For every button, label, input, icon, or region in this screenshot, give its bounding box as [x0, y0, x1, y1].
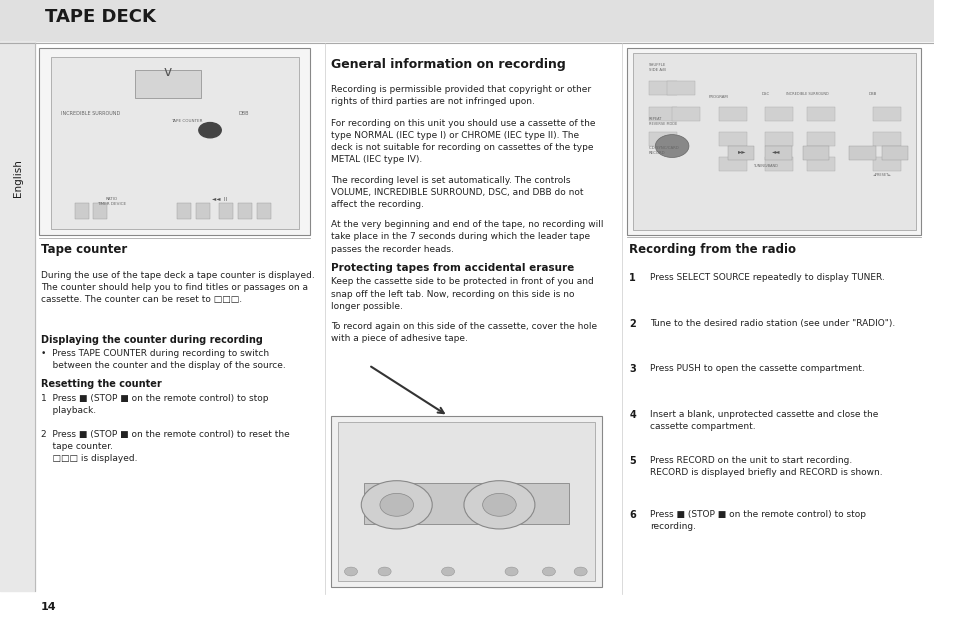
Text: Tune to the desired radio station (see under "RADIO").: Tune to the desired radio station (see u…	[649, 319, 894, 328]
Bar	[331, 416, 601, 587]
Bar	[727, 146, 754, 160]
Bar	[93, 203, 108, 219]
Circle shape	[574, 567, 586, 576]
Bar	[177, 203, 192, 219]
Text: TAPE COUNTER: TAPE COUNTER	[171, 119, 202, 123]
Text: RATIO
TIMER DEVICE: RATIO TIMER DEVICE	[97, 197, 127, 206]
Text: Resetting the counter: Resetting the counter	[41, 379, 162, 389]
Bar	[74, 203, 89, 219]
Text: ►►: ►►	[737, 149, 745, 154]
Bar	[195, 203, 210, 219]
Circle shape	[504, 567, 517, 576]
Text: At the very beginning and end of the tape, no recording will
take place in the 7: At the very beginning and end of the tap…	[331, 220, 603, 253]
Text: 14: 14	[41, 602, 56, 612]
Circle shape	[344, 567, 357, 576]
Circle shape	[441, 567, 455, 576]
Text: Displaying the counter during recording: Displaying the counter during recording	[41, 335, 263, 345]
Bar	[764, 157, 793, 171]
Text: v: v	[164, 65, 172, 79]
Text: ◄PRESET►: ◄PRESET►	[872, 173, 891, 177]
Text: Recording from the radio: Recording from the radio	[629, 243, 796, 255]
Bar	[648, 107, 676, 121]
Text: Press ■ (STOP ■ on the remote control) to stop
recording.: Press ■ (STOP ■ on the remote control) t…	[649, 510, 864, 531]
Bar	[802, 146, 828, 160]
Bar	[632, 53, 915, 230]
Bar	[872, 132, 900, 146]
Bar	[0, 0, 933, 41]
Bar	[0, 41, 35, 591]
Text: CD SYNC/CARD
RECORD: CD SYNC/CARD RECORD	[648, 146, 678, 155]
Text: During the use of the tape deck a tape counter is displayed.
The counter should : During the use of the tape deck a tape c…	[41, 271, 314, 304]
Circle shape	[377, 567, 391, 576]
Text: ◄◄: ◄◄	[772, 149, 781, 154]
Circle shape	[361, 481, 432, 529]
Text: Insert a blank, unprotected cassette and close the
cassette compartment.: Insert a blank, unprotected cassette and…	[649, 410, 877, 431]
Bar	[718, 157, 746, 171]
Bar	[51, 57, 298, 229]
Text: For recording on this unit you should use a cassette of the
type NORMAL (IEC typ: For recording on this unit you should us…	[331, 119, 596, 164]
Bar	[806, 107, 835, 121]
Circle shape	[542, 567, 555, 576]
Text: 1  Press ■ (STOP ■ on the remote control) to stop
    playback.: 1 Press ■ (STOP ■ on the remote control)…	[41, 394, 269, 415]
Text: The recording level is set automatically. The controls
VOLUME, INCREDIBLE SURROU: The recording level is set automatically…	[331, 176, 583, 209]
Bar	[135, 70, 200, 98]
Text: To record again on this side of the cassette, cover the hole
with a piece of adh: To record again on this side of the cass…	[331, 322, 597, 343]
Circle shape	[379, 493, 413, 516]
Bar	[872, 107, 900, 121]
Text: •  Press TAPE COUNTER during recording to switch
    between the counter and the: • Press TAPE COUNTER during recording to…	[41, 349, 286, 370]
Bar	[337, 422, 594, 581]
Text: Keep the cassette side to be protected in front of you and
snap off the left tab: Keep the cassette side to be protected i…	[331, 277, 594, 311]
Text: 2: 2	[629, 319, 636, 329]
Bar	[764, 107, 793, 121]
Bar	[648, 81, 676, 95]
Text: Press PUSH to open the cassette compartment.: Press PUSH to open the cassette compartm…	[649, 364, 863, 373]
Circle shape	[655, 135, 688, 157]
Bar	[238, 203, 252, 219]
Text: INCREDIBLE SURROUND: INCREDIBLE SURROUND	[61, 111, 120, 116]
Text: Protecting tapes from accidental erasure: Protecting tapes from accidental erasure	[331, 263, 574, 273]
Circle shape	[482, 493, 516, 516]
Bar	[627, 48, 921, 235]
Text: Tape counter: Tape counter	[41, 243, 127, 255]
Bar	[882, 146, 907, 160]
Text: DBB: DBB	[868, 92, 876, 96]
Text: DSC: DSC	[760, 92, 769, 96]
Bar	[718, 132, 746, 146]
Text: SHUFFLE
SIDE A/B: SHUFFLE SIDE A/B	[648, 64, 665, 72]
Bar	[364, 483, 569, 524]
Text: 5: 5	[629, 456, 636, 466]
Text: REPEAT
REVERSE MODE: REPEAT REVERSE MODE	[648, 117, 677, 126]
Text: English: English	[12, 159, 23, 197]
Bar	[848, 146, 875, 160]
Bar	[872, 157, 900, 171]
Text: TUNING/BAND: TUNING/BAND	[752, 164, 777, 168]
Text: ◄◄  II: ◄◄ II	[212, 197, 227, 202]
Bar	[648, 132, 676, 146]
Text: 6: 6	[629, 510, 636, 520]
Bar	[39, 48, 310, 235]
Text: 1: 1	[629, 273, 636, 283]
Bar	[256, 203, 271, 219]
Text: 3: 3	[629, 364, 636, 375]
Text: General information on recording: General information on recording	[331, 58, 565, 71]
Bar	[667, 81, 695, 95]
Bar	[806, 157, 835, 171]
Text: Recording is permissible provided that copyright or other
rights of third partie: Recording is permissible provided that c…	[331, 85, 591, 106]
Text: Press RECORD on the unit to start recording.
RECORD is displayed briefly and REC: Press RECORD on the unit to start record…	[649, 456, 882, 477]
Bar	[718, 107, 746, 121]
Circle shape	[198, 123, 221, 138]
Bar	[764, 146, 791, 160]
Text: TAPE DECK: TAPE DECK	[45, 8, 155, 25]
Text: Press SELECT SOURCE repeatedly to display TUNER.: Press SELECT SOURCE repeatedly to displa…	[649, 273, 883, 282]
Text: 2  Press ■ (STOP ■ on the remote control) to reset the
    tape counter.
    □□□: 2 Press ■ (STOP ■ on the remote control)…	[41, 430, 290, 463]
Text: PROGRAM: PROGRAM	[708, 95, 728, 99]
Bar	[764, 132, 793, 146]
Text: INCREDIBLE SURROUND: INCREDIBLE SURROUND	[785, 92, 828, 96]
Text: 4: 4	[629, 410, 636, 420]
Circle shape	[463, 481, 535, 529]
Bar	[219, 203, 233, 219]
Bar	[672, 107, 700, 121]
Text: DBB: DBB	[238, 111, 249, 116]
Bar	[806, 132, 835, 146]
